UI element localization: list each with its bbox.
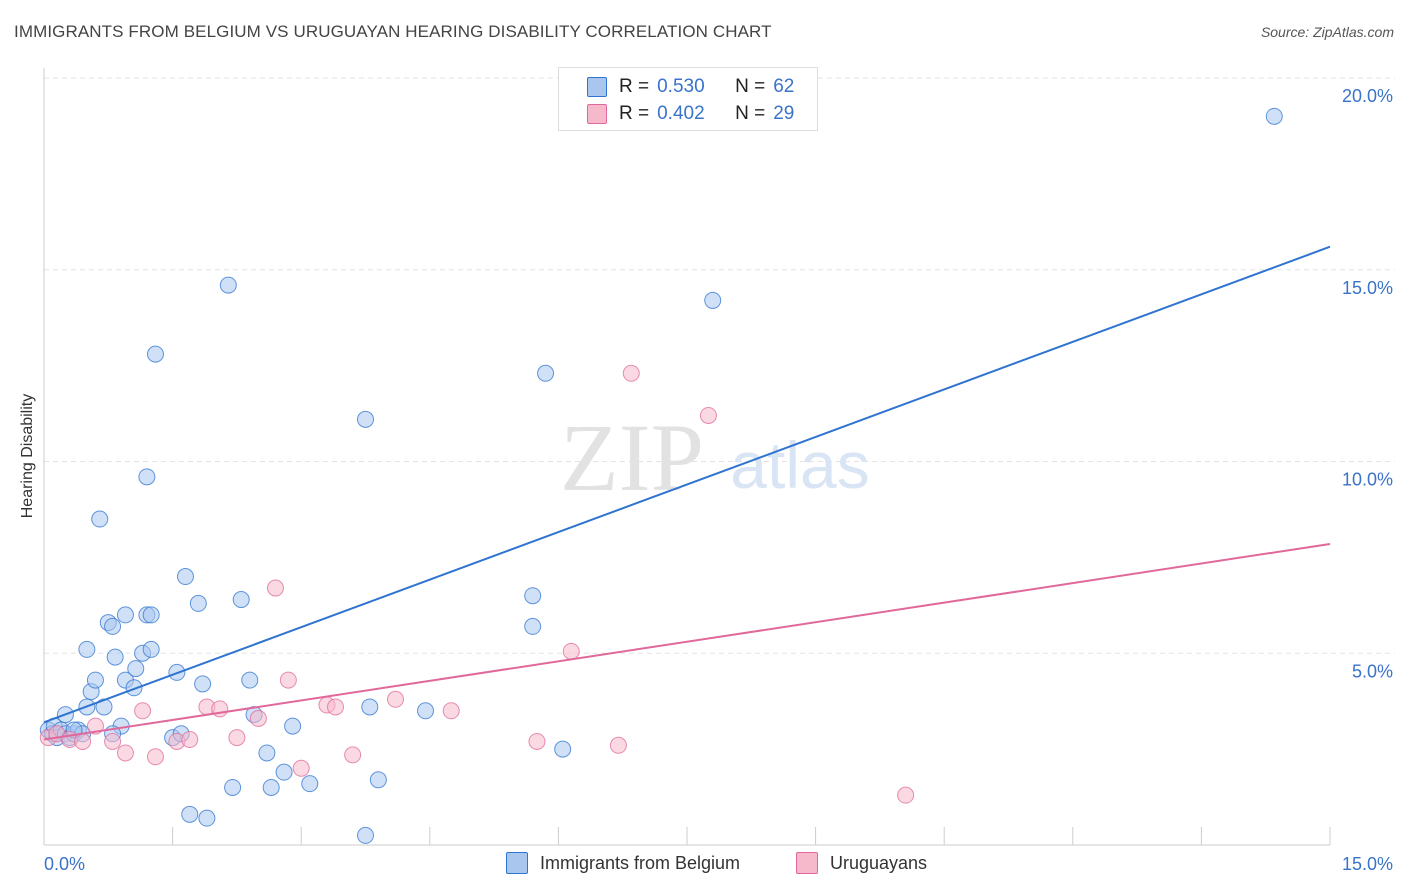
point-uruguayans xyxy=(344,746,362,764)
point-belgium xyxy=(704,291,722,309)
point-belgium xyxy=(357,826,374,844)
y-tick-label: 10.0% xyxy=(1342,470,1393,490)
point-belgium xyxy=(116,606,134,624)
point-belgium xyxy=(524,587,542,605)
stats-swatch-uruguayans xyxy=(587,104,607,124)
point-belgium xyxy=(176,568,194,586)
trendline-uruguayans xyxy=(43,542,1331,741)
point-uruguayans xyxy=(146,748,164,766)
x-tick-label-min: 0.0% xyxy=(44,854,85,874)
point-uruguayans xyxy=(134,702,152,720)
stats-row-belgium: R = 0.530 N = 62 xyxy=(585,76,794,98)
point-belgium xyxy=(86,671,104,689)
data-points xyxy=(39,107,1283,844)
point-belgium xyxy=(258,744,276,762)
point-uruguayans xyxy=(292,759,310,777)
point-belgium xyxy=(232,591,250,609)
stats-n-label: N = xyxy=(735,76,766,97)
stats-r-label: R = xyxy=(619,76,650,97)
point-uruguayans xyxy=(326,698,344,716)
trendline-belgium xyxy=(43,245,1331,724)
point-belgium xyxy=(138,468,156,486)
legend-item-belgium[interactable]: Immigrants from Belgium xyxy=(506,852,740,874)
axes xyxy=(43,68,1331,846)
legend-swatch-uruguayans xyxy=(796,852,818,874)
watermark-atlas: atlas xyxy=(730,428,869,502)
point-uruguayans xyxy=(74,732,92,750)
point-uruguayans xyxy=(249,709,267,727)
gridlines xyxy=(44,77,1395,654)
chart-title: IMMIGRANTS FROM BELGIUM VS URUGUAYAN HEA… xyxy=(14,22,772,41)
point-belgium xyxy=(262,778,280,796)
point-belgium xyxy=(241,671,259,689)
point-belgium xyxy=(95,698,113,716)
point-belgium xyxy=(224,778,242,796)
stats-r-value: 0.402 xyxy=(657,103,705,124)
y-tick-label: 15.0% xyxy=(1342,278,1393,298)
point-belgium xyxy=(537,364,555,382)
stats-n-value: 62 xyxy=(773,76,795,97)
point-belgium xyxy=(417,702,435,720)
point-uruguayans xyxy=(562,642,580,660)
point-belgium xyxy=(369,771,387,789)
point-belgium xyxy=(104,617,122,635)
point-uruguayans xyxy=(228,729,246,747)
point-belgium xyxy=(219,276,237,294)
stats-n-value: 29 xyxy=(773,103,795,124)
point-belgium xyxy=(301,775,319,793)
point-belgium xyxy=(125,679,143,697)
stats-swatch-belgium xyxy=(587,77,607,97)
watermark-zip: ZIP xyxy=(560,404,704,511)
stats-r-value: 0.530 xyxy=(657,76,705,97)
legend-label-belgium: Immigrants from Belgium xyxy=(540,852,741,873)
point-belgium xyxy=(361,698,379,716)
legend-label-uruguayans: Uruguayans xyxy=(830,852,928,873)
point-belgium xyxy=(189,594,207,612)
point-uruguayans xyxy=(116,744,134,762)
point-uruguayans xyxy=(699,406,717,424)
point-uruguayans xyxy=(609,736,627,754)
point-belgium xyxy=(91,510,109,528)
y-tick-label: 20.0% xyxy=(1342,86,1393,106)
point-belgium xyxy=(194,675,212,693)
series-legend: Immigrants from Belgium Uruguayans xyxy=(0,852,1406,876)
trendlines xyxy=(43,245,1331,741)
point-belgium xyxy=(275,763,293,781)
point-belgium xyxy=(554,740,572,758)
watermark: ZIP atlas xyxy=(560,404,870,511)
source-attribution: Source: ZipAtlas.com xyxy=(1260,24,1394,40)
point-uruguayans xyxy=(104,732,122,750)
point-belgium xyxy=(357,410,374,428)
point-uruguayans xyxy=(528,732,546,750)
point-belgium xyxy=(142,640,160,658)
point-belgium xyxy=(524,617,542,635)
point-uruguayans xyxy=(622,364,640,382)
point-belgium xyxy=(146,345,164,363)
point-uruguayans xyxy=(897,786,915,804)
point-uruguayans xyxy=(266,579,284,597)
point-belgium xyxy=(127,660,145,678)
point-belgium xyxy=(1265,107,1283,125)
stats-n-label: N = xyxy=(735,103,766,124)
point-uruguayans xyxy=(442,702,460,720)
point-uruguayans xyxy=(181,731,199,749)
y-tick-label: 5.0% xyxy=(1352,661,1393,681)
point-belgium xyxy=(284,717,302,735)
point-belgium xyxy=(78,640,96,658)
point-uruguayans xyxy=(387,690,405,708)
point-belgium xyxy=(106,648,124,666)
tick-labels: 5.0% 10.0% 15.0% 20.0% 0.0% 15.0% xyxy=(44,86,1393,874)
stats-legend: R = 0.530 N = 62 R = 0.402 N = 29 xyxy=(558,67,818,131)
stats-r-label: R = xyxy=(619,103,650,124)
point-belgium xyxy=(142,606,160,624)
point-uruguayans xyxy=(279,671,297,689)
point-belgium xyxy=(198,809,216,827)
legend-item-uruguayans[interactable]: Uruguayans xyxy=(796,852,927,874)
point-belgium xyxy=(181,805,199,823)
legend-swatch-belgium xyxy=(506,852,528,874)
stats-row-uruguayans: R = 0.402 N = 29 xyxy=(585,103,794,125)
x-tick-label-max: 15.0% xyxy=(1342,854,1393,874)
